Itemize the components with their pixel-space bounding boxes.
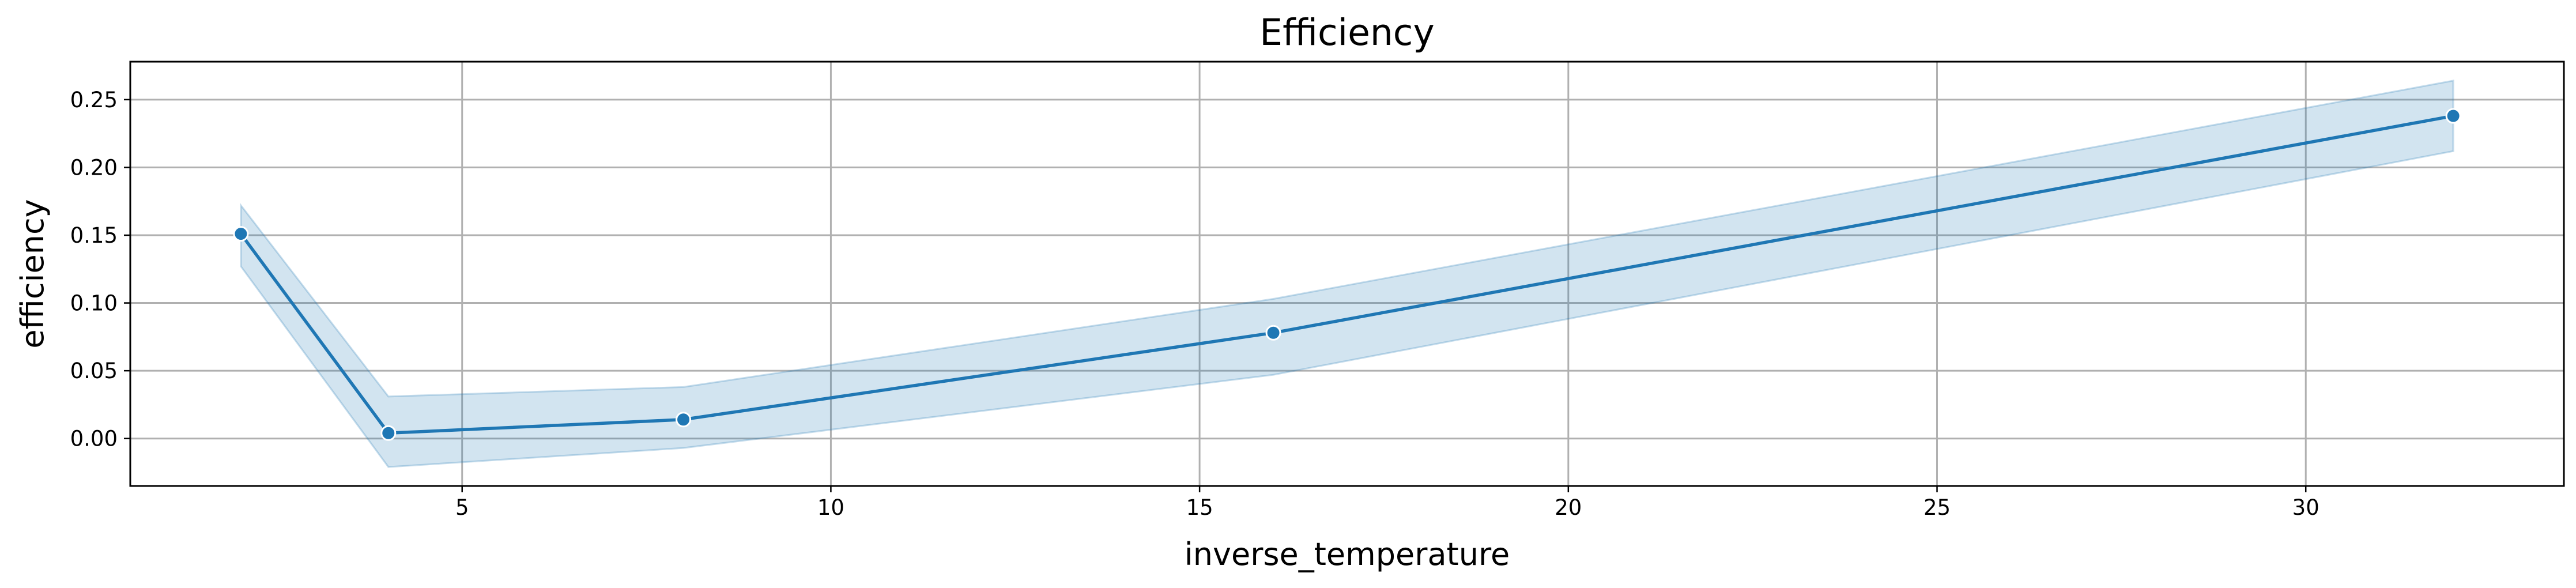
axis-ticks: 5 10 15 20 25 30 0.00 0.05 0.10 0.15 0.20 0.25 — [70, 88, 2319, 520]
chart-title: Efficiency — [1259, 12, 1434, 54]
x-tick-label: 15 — [1186, 495, 1213, 520]
x-tick-label: 25 — [1923, 495, 1951, 520]
x-axis-label: inverse_temperature — [1185, 536, 1510, 572]
data-point — [380, 425, 397, 441]
x-tick-label: 30 — [2292, 495, 2319, 520]
data-point-layer — [233, 108, 2461, 441]
y-axis-label: efficiency — [14, 199, 51, 348]
data-point — [2445, 108, 2461, 124]
plot-area-frame — [129, 61, 2565, 487]
y-tick-label: 0.05 — [70, 359, 118, 383]
y-tick-label: 0.00 — [70, 427, 118, 451]
x-tick-label: 10 — [817, 495, 844, 520]
data-point — [233, 226, 249, 242]
x-tick-label: 5 — [455, 495, 469, 520]
y-tick-label: 0.15 — [70, 223, 118, 248]
x-tick-label: 20 — [1555, 495, 1582, 520]
y-tick-label: 0.10 — [70, 291, 118, 316]
grid-lines — [130, 62, 2564, 486]
y-tick-label: 0.25 — [70, 88, 118, 112]
data-point — [1265, 325, 1281, 341]
y-tick-label: 0.20 — [70, 155, 118, 180]
data-point — [676, 412, 692, 428]
